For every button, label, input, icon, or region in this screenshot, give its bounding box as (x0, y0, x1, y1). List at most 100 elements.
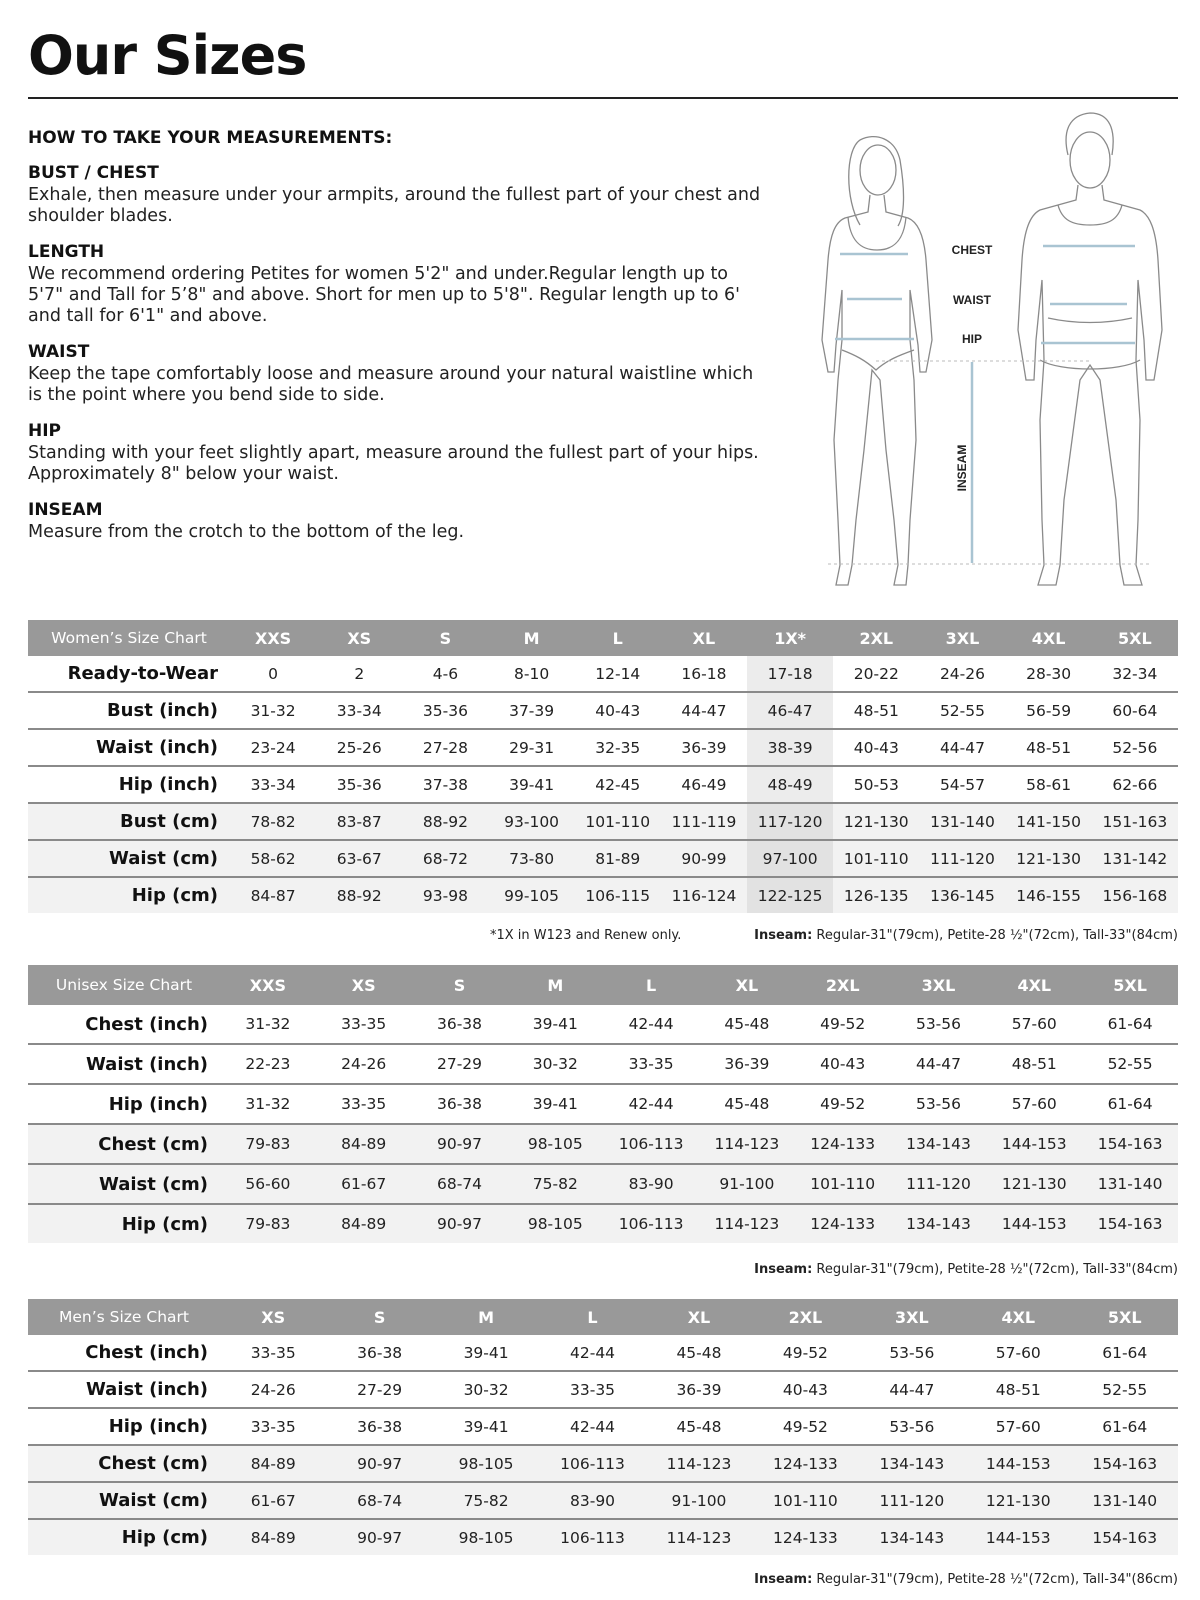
size-value-cell: 124-133 (794, 1123, 891, 1164)
section-title-waist: WAIST (28, 342, 90, 362)
chart-title: Unisex Size Chart (28, 965, 220, 1005)
inseam-label: Inseam: (754, 1262, 813, 1277)
size-value-cell: 0 (268, 664, 279, 683)
size-value-cell: 52-55 (919, 691, 1006, 729)
size-value-cell: 33-35 (315, 1083, 412, 1124)
table-row: Waist (inch) 24-26 27-29 30-32 33-35 36-39 40-… (28, 1370, 1178, 1408)
size-value-cell: 16-18 (681, 664, 727, 683)
row-label: Waist (cm) (28, 1163, 220, 1204)
size-value-cell: 33-34 (230, 765, 317, 803)
size-value-cell: 44-47 (660, 691, 748, 729)
size-value-cell: 53-56 (890, 1083, 987, 1124)
size-value-cell: 83-90 (603, 1163, 699, 1204)
size-header: 4XL (1005, 620, 1092, 656)
table-row: Hip (inch) 33-34 35-36 37-38 39-41 42-45 46-49… (28, 765, 1178, 803)
size-value-cell: 131-142 (1091, 839, 1178, 877)
size-value-cell: 23-24 (230, 728, 317, 766)
inseam-label: Inseam: (754, 928, 813, 943)
size-header: S (326, 1299, 433, 1335)
size-value-cell: 33-35 (539, 1370, 646, 1408)
size-value-cell: 2 (354, 664, 365, 683)
size-value-cell: 114-123 (645, 1444, 753, 1482)
size-value-cell: 144-153 (965, 1518, 1072, 1555)
size-value-cell: 50-53 (833, 765, 920, 803)
size-value-cell: 45-48 (645, 1407, 753, 1445)
size-value-cell: 93-98 (402, 876, 489, 913)
size-header: S (411, 965, 508, 1005)
size-value-cell: 90-99 (660, 839, 748, 877)
size-value-cell: 48-51 (986, 1043, 1083, 1084)
size-value-cell: 45-48 (698, 1083, 795, 1124)
size-value-cell: 79-83 (220, 1123, 316, 1164)
size-header: 3XL (919, 620, 1006, 656)
size-header: 2XL (833, 620, 920, 656)
row-label: Hip (inch) (28, 765, 230, 803)
size-value-cell: 57-60 (986, 1083, 1083, 1124)
size-value-cell: 61-64 (1071, 1407, 1178, 1445)
row-label: Chest (cm) (28, 1444, 220, 1482)
size-value-cell: 90-97 (411, 1123, 508, 1164)
size-value-cell: 84-89 (220, 1518, 327, 1555)
size-value-cell: 17-18 (747, 656, 834, 692)
size-value-cell: 146-155 (1005, 876, 1092, 913)
row-label: Hip (cm) (28, 1518, 220, 1555)
row-label: Chest (cm) (28, 1123, 220, 1164)
size-value-cell: 61-67 (315, 1163, 412, 1204)
size-value-cell: 144-153 (965, 1444, 1072, 1482)
size-value-cell: 81-89 (574, 839, 661, 877)
size-value-cell: 90-97 (326, 1444, 433, 1482)
size-header: XXS (230, 620, 317, 656)
size-value-cell: 116-124 (660, 876, 748, 913)
table-row: Waist (cm) 58-62 63-67 68-72 73-80 81-89 90-99… (28, 839, 1178, 877)
size-header: M (488, 620, 575, 656)
inseam-text: Regular-31"(79cm), Petite-28 ½"(72cm), T… (812, 1572, 1178, 1587)
size-value-cell: 98-105 (507, 1123, 604, 1164)
row-label: Hip (cm) (28, 1203, 220, 1243)
size-value-cell: 98-105 (432, 1518, 540, 1555)
size-value-cell: 46-47 (747, 691, 834, 729)
men-size-chart: Men’s Size Chart XS S M L XL 2XL 3XL 4XL 5XL Chest… (28, 1299, 1178, 1555)
size-value-cell: 151-163 (1091, 802, 1178, 840)
size-header: L (539, 1299, 646, 1335)
size-value-cell: 58-62 (230, 839, 317, 877)
size-value-cell: 78-82 (230, 802, 317, 840)
size-value-cell: 98-105 (432, 1444, 540, 1482)
size-value-cell: 90-97 (411, 1203, 508, 1243)
size-value-cell: 22-23 (220, 1043, 316, 1084)
inseam-label: INSEAM (955, 445, 969, 492)
size-value-cell: 57-60 (995, 1343, 1041, 1362)
size-value-cell: 29-31 (488, 728, 575, 766)
size-header: 3XL (890, 965, 987, 1005)
size-value-cell: 62-66 (1091, 765, 1178, 803)
size-value-cell: 154-163 (1082, 1203, 1178, 1243)
section-text-waist: Keep the tape comfortably loose and meas… (28, 364, 754, 405)
table-row: Chest (inch) 31-32 33-35 36-38 39-41 42-44 45-… (28, 1005, 1178, 1044)
size-value-cell: 73-80 (488, 839, 575, 877)
row-label: Waist (cm) (28, 1481, 220, 1519)
size-value-cell: 124-133 (752, 1444, 859, 1482)
row-label: Hip (inch) (28, 1083, 220, 1124)
size-value-cell: 56-59 (1005, 691, 1092, 729)
size-value-cell: 36-38 (326, 1407, 433, 1445)
size-value-cell: 101-110 (752, 1481, 859, 1519)
size-value-cell: 117-120 (747, 802, 834, 840)
chart-title: Men’s Size Chart (28, 1299, 220, 1335)
guide-heading: HOW TO TAKE YOUR MEASUREMENTS: (28, 128, 393, 148)
size-value-cell: 121-130 (1005, 839, 1092, 877)
row-label: Chest (inch) (85, 1013, 208, 1035)
size-value-cell: 40-43 (794, 1043, 891, 1084)
size-value-cell: 36-39 (645, 1370, 753, 1408)
size-value-cell: 31-32 (230, 691, 317, 729)
woman-figure (821, 136, 933, 586)
row-label: Bust (cm) (28, 802, 230, 840)
size-value-cell: 39-41 (507, 1083, 604, 1124)
row-label: Ready-to-Wear (67, 663, 218, 684)
size-value-cell: 98-105 (507, 1203, 604, 1243)
section-title-inseam: INSEAM (28, 500, 103, 520)
table-row: Waist (inch) 22-23 24-26 27-29 30-32 33-35 36-… (28, 1043, 1178, 1084)
size-header: XL (660, 620, 748, 656)
size-value-cell: 134-143 (890, 1123, 987, 1164)
size-value-cell: 106-115 (574, 876, 661, 913)
size-value-cell: 12-14 (595, 664, 641, 683)
size-value-cell: 36-39 (660, 728, 748, 766)
